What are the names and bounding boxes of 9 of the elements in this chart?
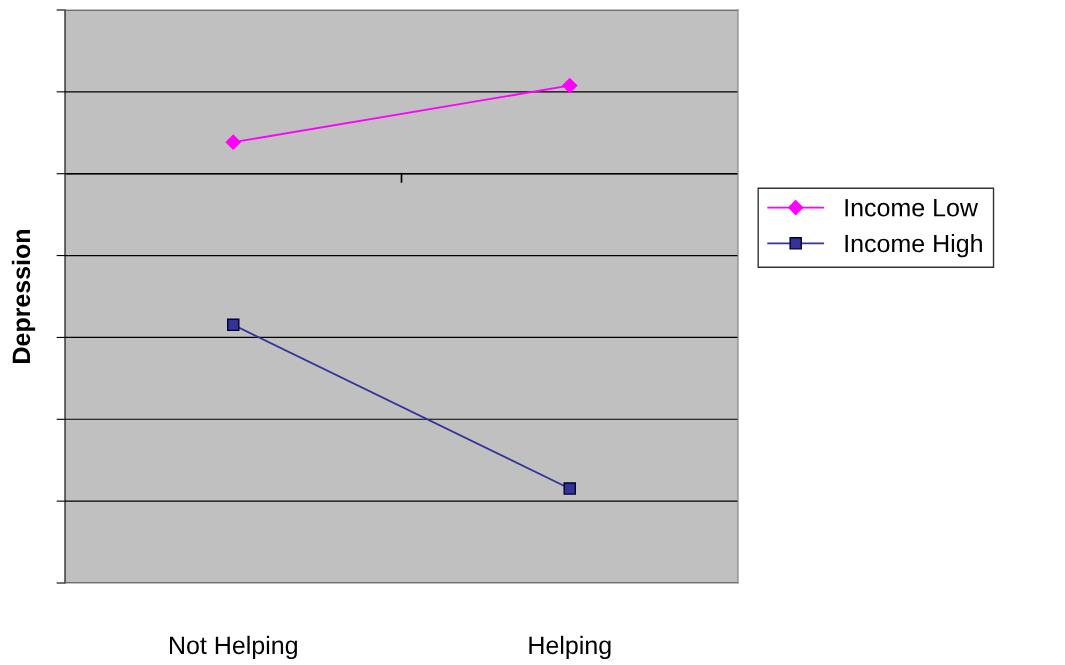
- point: [563, 482, 577, 495]
- x-tick-label: Not Helping: [169, 635, 297, 660]
- x-tick-label: Helping: [529, 635, 611, 660]
- point: [225, 134, 241, 150]
- legend-label: Income Low: [845, 199, 979, 217]
- y-axis-title: Depression: [11, 229, 36, 363]
- legend-label: Income High: [845, 233, 982, 258]
- point: [562, 77, 578, 94]
- point: [226, 318, 240, 332]
